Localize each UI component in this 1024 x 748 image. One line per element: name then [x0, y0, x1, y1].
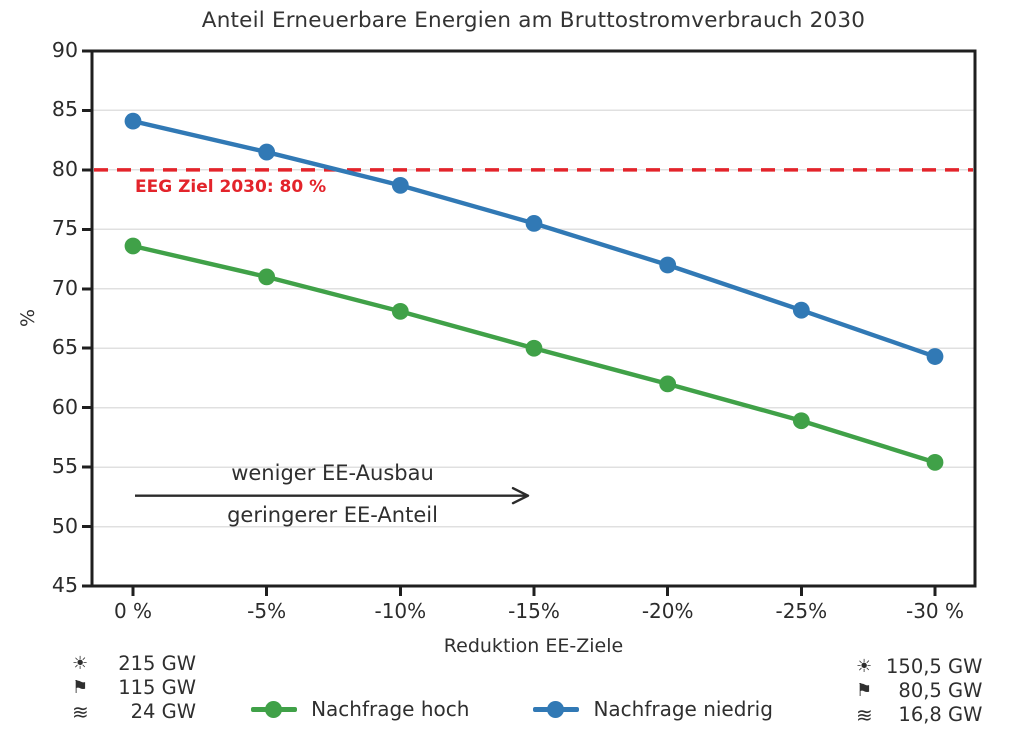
legend-item-nachfrage-hoch: Nachfrage hoch [251, 697, 469, 721]
capacity-row-solar: ☀ 215 GW [72, 652, 196, 676]
x-axis-label: Reduktion EE-Ziele [443, 635, 624, 657]
data-point [792, 412, 810, 430]
capacity-value: 150,5 GW [886, 655, 983, 678]
capacity-row-offshore: ≋ 16,8 GW [856, 703, 982, 727]
flag-icon: ⚑ [856, 680, 873, 701]
waves-icon: ≋ [72, 700, 89, 724]
flag-icon: ⚑ [72, 677, 89, 698]
data-point [391, 176, 409, 194]
legend-dot [265, 700, 283, 718]
data-point [525, 214, 543, 232]
sun-icon: ☀ [856, 656, 873, 677]
blue-line-dot-marker-icon [533, 700, 580, 718]
annotation-text-above: weniger EE-Ausbau [231, 461, 434, 485]
data-point [792, 301, 810, 319]
capacity-row-wind: ⚑ 115 GW [72, 676, 196, 700]
capacity-value: 115 GW [118, 676, 196, 699]
data-point [926, 453, 944, 471]
data-point [659, 256, 677, 274]
capacity-value: 80,5 GW [898, 679, 983, 702]
capacity-note-left: ☀ 215 GW ⚑ 115 GW ≋ 24 GW [72, 652, 196, 724]
legend-item-nachfrage-niedrig: Nachfrage niedrig [533, 697, 773, 721]
data-point [659, 375, 677, 393]
green-line-dot-marker-icon [251, 700, 298, 718]
legend-label: Nachfrage niedrig [593, 697, 773, 721]
data-point [926, 348, 944, 365]
data-point [391, 302, 409, 320]
legend-dot [547, 700, 565, 718]
annotation-text-below: geringerer EE-Anteil [227, 503, 438, 527]
chart-title: Anteil Erneuerbare Energien am Bruttostr… [201, 8, 866, 33]
legend: Nachfrage hoch Nachfrage niedrig [0, 692, 1024, 726]
series-line-nachfrage-niedrig [130, 118, 938, 359]
data-point [124, 237, 142, 255]
capacity-row-offshore: ≋ 24 GW [72, 700, 196, 724]
capacity-value: 215 GW [118, 652, 196, 675]
annotation-arrow-head-icon [511, 486, 530, 505]
y-axis-label: % [17, 308, 39, 328]
waves-icon: ≋ [856, 703, 873, 727]
data-point [258, 268, 276, 286]
capacity-note-right: ☀ 150,5 GW ⚑ 80,5 GW ≋ 16,8 GW [856, 655, 982, 727]
legend-label: Nachfrage hoch [311, 697, 470, 721]
capacity-row-wind: ⚑ 80,5 GW [856, 679, 982, 703]
target-line-label: EEG Ziel 2030: 80 % [135, 177, 327, 197]
capacity-value: 24 GW [130, 700, 196, 723]
sun-icon: ☀ [72, 653, 89, 674]
data-point [525, 339, 543, 357]
data-point [258, 143, 276, 161]
data-point [124, 112, 142, 130]
capacity-value: 16,8 GW [898, 703, 983, 726]
capacity-row-solar: ☀ 150,5 GW [856, 655, 982, 679]
